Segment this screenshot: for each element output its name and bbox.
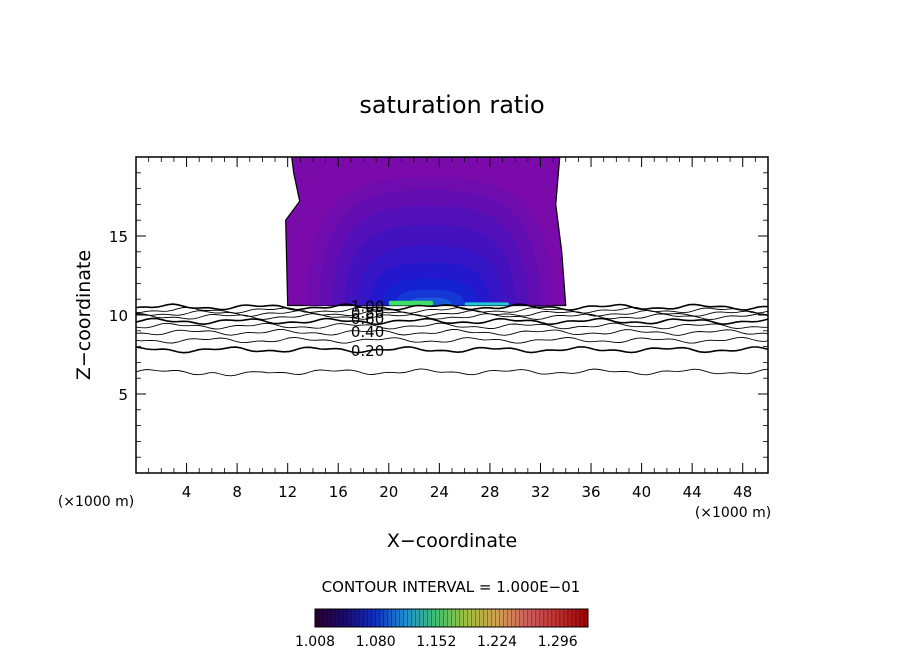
contour-line: [136, 336, 768, 344]
contour-line: [136, 346, 768, 354]
x-tick-label: 44: [683, 483, 702, 501]
x-tick-label: 20: [379, 483, 398, 501]
x-tick-label: 12: [278, 483, 297, 501]
x-tick-label: 24: [430, 483, 449, 501]
x-tick-label: 16: [329, 483, 348, 501]
colorbar-stripes: [318, 609, 585, 627]
contour-line: [136, 329, 768, 336]
x-unit-left: (×1000 m): [58, 494, 134, 510]
contour-lines: [136, 303, 768, 377]
colorbar-tick-label: 1.296: [538, 634, 578, 650]
x-tick-label: 32: [531, 483, 550, 501]
x-tick-label: 8: [232, 483, 242, 501]
colorbar-tick-label: 1.152: [416, 634, 456, 650]
contour-label: 0.20: [351, 342, 384, 360]
contour-line: [136, 317, 768, 326]
x-unit-right: (×1000 m): [695, 505, 771, 521]
contour-label: 0.60: [351, 310, 384, 328]
colorbar-labels: 1.008 1.080 1.152 1.224 1.296: [295, 634, 578, 650]
x-tick-label: 36: [581, 483, 600, 501]
y-tick-label: 5: [118, 386, 128, 404]
x-tick-label: 40: [632, 483, 651, 501]
contour-line: [136, 368, 768, 377]
contour-line: [136, 306, 768, 314]
x-axis-label: X−coordinate: [387, 530, 517, 552]
colorbar-tick-label: 1.080: [356, 634, 396, 650]
x-tick-label: 4: [182, 483, 192, 501]
y-tick-label: 15: [109, 228, 128, 246]
contour-label: 1.00: [351, 298, 384, 316]
contour-label: 0.40: [351, 323, 384, 341]
x-tick-label: 48: [733, 483, 752, 501]
highlight-band: [464, 302, 509, 306]
contour-interval-label: CONTOUR INTERVAL = 1.000E−01: [322, 578, 581, 596]
cloud-shading: [285, 157, 567, 307]
contour-line: [136, 309, 768, 317]
contour-labels: 0.200.400.600.801.00: [351, 298, 384, 360]
colorbar-tick-label: 1.008: [295, 634, 335, 650]
contour-label: 0.80: [351, 304, 384, 322]
x-tick-label: 28: [480, 483, 499, 501]
contour-line: [136, 303, 768, 311]
y-axis-label: Z−coordinate: [73, 250, 95, 380]
contour-line: [136, 322, 768, 330]
highlight-band: [388, 300, 434, 306]
chart-title: saturation ratio: [359, 91, 544, 119]
y-tick-label: 10: [109, 307, 128, 325]
colorbar-tick-label: 1.224: [477, 634, 517, 650]
